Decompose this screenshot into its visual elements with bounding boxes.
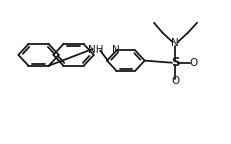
Text: N: N — [112, 45, 120, 55]
Text: S: S — [171, 56, 179, 69]
Text: O: O — [171, 76, 179, 86]
Text: O: O — [189, 58, 198, 68]
Text: N: N — [171, 38, 179, 49]
Text: NH: NH — [88, 45, 104, 55]
